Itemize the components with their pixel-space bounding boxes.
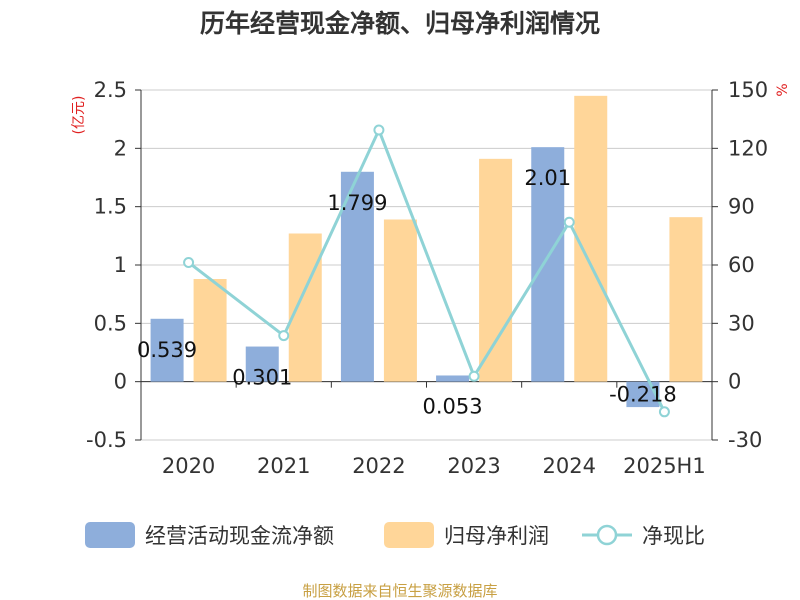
right-axis-tick-label: 150 — [728, 78, 768, 102]
net-profit-bar — [669, 217, 703, 382]
bars — [150, 95, 703, 408]
cashflow-bar — [340, 171, 374, 382]
cashflow-data-label: 0.539 — [137, 338, 197, 362]
cashflow-bar — [436, 375, 470, 382]
source-note: 制图数据来自恒生聚源数据库 — [302, 582, 497, 600]
data-labels: 0.539 0.301 1.799 0.053 2.01 -0.218 — [137, 166, 677, 418]
ratio-line-path — [187, 126, 666, 413]
cashflow-bar — [245, 346, 279, 382]
ratio-point — [563, 216, 575, 228]
net-profit-bar — [193, 279, 227, 382]
left-axis-tick-label: 0.5 — [94, 311, 127, 335]
ratio-point — [373, 124, 385, 136]
left-axis-tick-label: 2.5 — [94, 78, 127, 102]
left-axis-tick-label: 1 — [114, 253, 127, 277]
right-axis-tick-label: 120 — [728, 136, 768, 160]
legend-swatch-net-profit — [384, 522, 434, 548]
cashflow-bar — [531, 147, 565, 382]
right-axis-unit: % — [775, 83, 791, 96]
left-axis-tick-label: 2 — [114, 136, 127, 160]
net-profit-bar — [288, 233, 322, 382]
cashflow-data-label: 0.301 — [232, 366, 292, 390]
ratio-point — [278, 330, 290, 342]
legend-swatch-ratio-marker — [596, 524, 618, 546]
net-profit-bar — [479, 158, 513, 382]
left-axis-tick-label: 0 — [114, 370, 127, 394]
cashflow-data-label: 0.053 — [423, 394, 483, 418]
left-axis-tick-label: -0.5 — [86, 428, 127, 452]
right-axis-tick-label: 0 — [728, 370, 741, 394]
right-axis-tick-label: 30 — [728, 311, 755, 335]
right-axis-tick-label: 60 — [728, 253, 755, 277]
left-axis-unit: (亿元) — [71, 96, 87, 135]
cashflow-bar — [150, 318, 184, 382]
x-axis-tick-label: 2023 — [447, 454, 500, 478]
legend-label-cashflow: 经营活动现金流净额 — [145, 524, 334, 548]
left-axis-tick-label: 1.5 — [94, 195, 127, 219]
ratio-point — [183, 256, 195, 268]
axes: -0.5 0 0.5 1 1.5 2 2.5 (亿元) -30 0 30 60 90 120 150 % 202… — [71, 78, 791, 478]
cashflow-data-label: 2.01 — [524, 166, 571, 190]
ratio-line — [183, 124, 670, 418]
x-axis-tick-label: 2022 — [352, 454, 405, 478]
right-axis-tick-label: 90 — [728, 195, 755, 219]
net-profit-bar — [383, 219, 417, 382]
cashflow-bar — [626, 381, 660, 408]
legend: 经营活动现金流净额 归母净利润 净现比 — [85, 522, 705, 548]
cashflow-data-label: 1.799 — [327, 191, 387, 215]
x-axis-tick-label: 2024 — [543, 454, 596, 478]
right-axis-tick-label: -30 — [728, 428, 762, 452]
x-axis-tick-label: 2020 — [162, 454, 215, 478]
legend-swatch-cashflow — [85, 522, 135, 548]
chart-title: 历年经营现金净额、归母净利润情况 — [200, 9, 600, 38]
x-axis-tick-label: 2021 — [257, 454, 310, 478]
net-profit-bar — [574, 95, 608, 382]
legend-label-net-profit: 归母净利润 — [444, 524, 549, 548]
legend-label-ratio: 净现比 — [642, 524, 705, 548]
x-axis-tick-label: 2025H1 — [623, 454, 706, 478]
ratio-point — [658, 406, 670, 418]
ratio-point — [468, 370, 480, 382]
cashflow-data-label: -0.218 — [609, 383, 677, 407]
